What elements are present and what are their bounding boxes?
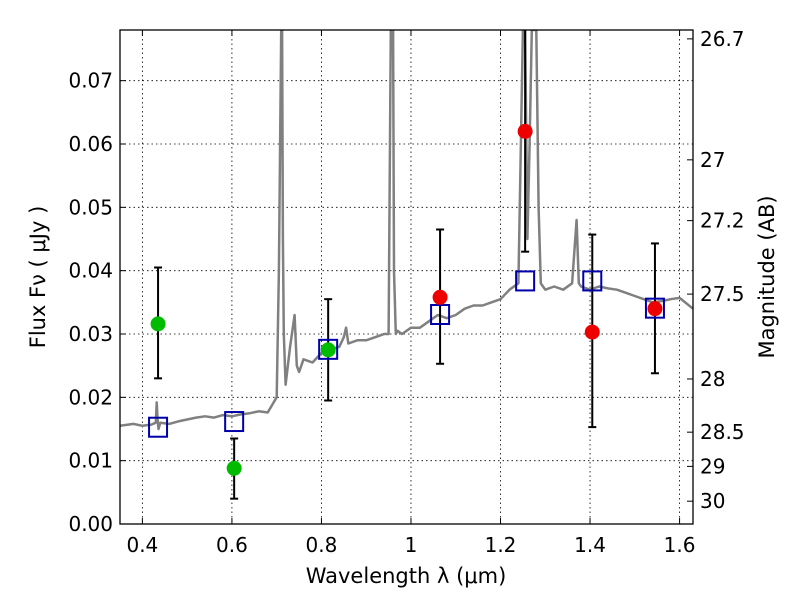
y2-tick-label: 26.7 [700, 27, 745, 51]
y2-tick-label: 29 [700, 454, 725, 478]
observed-point-green [226, 460, 242, 476]
x-tick-label: 0.4 [126, 533, 158, 557]
y-tick-label: 0.00 [68, 512, 113, 536]
model-photometry-square [582, 270, 603, 292]
grid [120, 30, 693, 525]
y2-tick-label: 30 [700, 489, 725, 513]
y2-tick-label: 27.2 [700, 209, 745, 233]
x-axis-label: Wavelength λ (μm) [306, 564, 507, 588]
x-tick-label: 0.6 [216, 533, 248, 557]
y2-tick-label: 28.5 [700, 420, 745, 444]
y-tick-label: 0.03 [68, 322, 113, 346]
x-tick-label: 1.6 [664, 533, 696, 557]
template-spectrum-line [120, 30, 693, 431]
model-photometry-square [430, 304, 451, 325]
plot-area [120, 30, 693, 500]
y2-tick-label: 27.5 [700, 282, 745, 306]
observed-point-red [584, 324, 600, 340]
y-tick-label: 0.06 [68, 132, 113, 156]
y-tick-label: 0.01 [68, 449, 113, 473]
plot-frame [119, 29, 694, 525]
x-tick-label: 1.2 [485, 533, 517, 557]
observed-point-red [517, 123, 533, 139]
model-photometry-square [515, 270, 536, 292]
y2-axis-label: Magnitude (AB) [755, 195, 779, 358]
y2-tick-label: 27 [700, 148, 725, 172]
observed-point-red [432, 289, 448, 305]
model-photometry-square [224, 411, 245, 433]
observed-point-red [647, 301, 663, 317]
y-tick-label: 0.07 [68, 69, 113, 93]
y-axis-label: Flux Fν ( μJy ) [26, 206, 50, 349]
observed-point-green [150, 316, 166, 332]
model-photometry-square [644, 297, 665, 319]
x-tick-label: 1 [405, 533, 418, 557]
y-tick-label: 0.02 [68, 385, 113, 409]
model-photometry-square [148, 416, 169, 438]
y-tick-label: 0.05 [68, 195, 113, 219]
y-tick-label: 0.04 [68, 259, 113, 283]
x-tick-label: 0.8 [306, 533, 338, 557]
observed-point-green [320, 342, 336, 358]
y2-tick-label: 28 [700, 367, 725, 391]
model-photometry-square [318, 338, 339, 360]
axes: 0.4 0.6 0.8 1 1.2 1.4 1.6 0.00 0.01 0.02 0.03 0.04 0… [68, 27, 744, 557]
x-tick-label: 1.4 [574, 533, 606, 557]
